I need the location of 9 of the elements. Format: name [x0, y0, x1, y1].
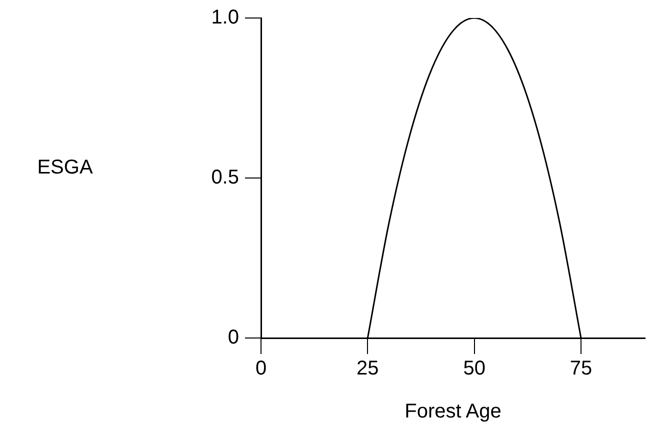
y-tick-label: 0.5 [211, 166, 239, 189]
x-tick-label: 0 [255, 358, 267, 380]
x-tick-label: 50 [463, 358, 486, 380]
y-tick-label: 1.0 [211, 6, 239, 29]
x-axis-title: Forest Age [404, 400, 502, 423]
text: ESGA [37, 156, 94, 179]
y-tick-label: 0 [228, 326, 239, 349]
x-tick-label: 25 [356, 358, 379, 380]
x-tick-label: 75 [570, 358, 592, 380]
